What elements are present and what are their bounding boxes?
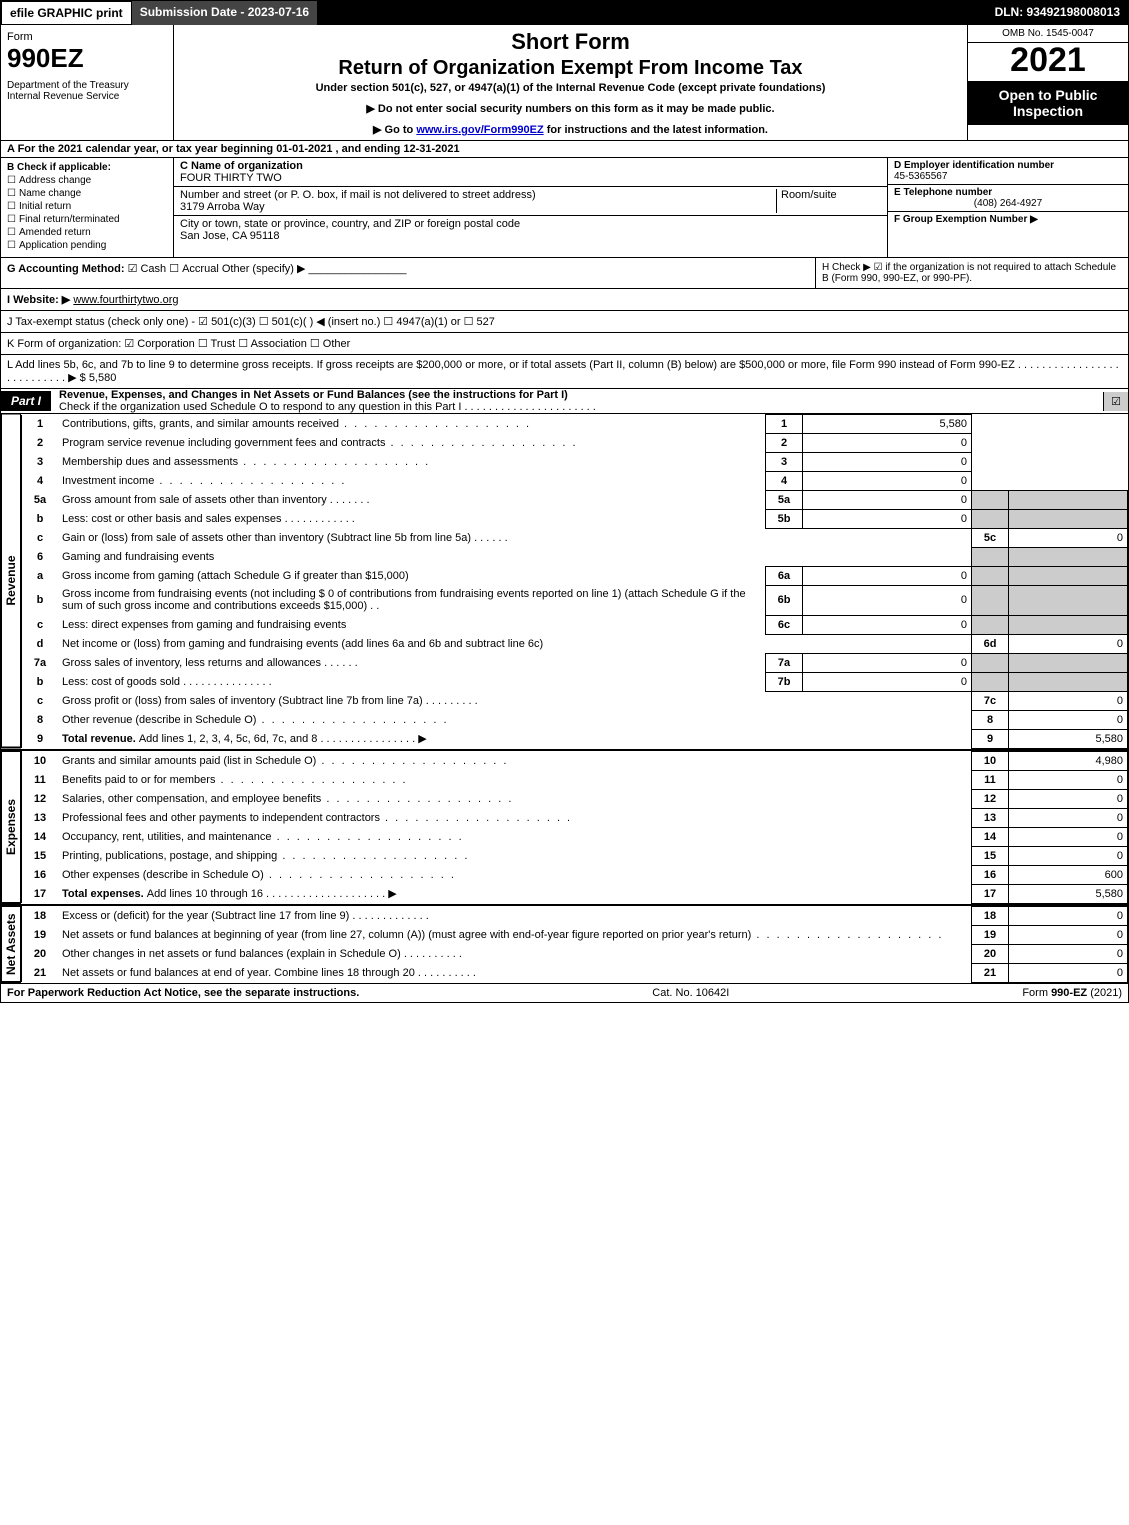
part-1-checkbox[interactable]: ☑: [1103, 392, 1128, 411]
tax-year: 2021: [968, 43, 1128, 77]
group-label: F Group Exemption Number ▶: [894, 214, 1038, 225]
group-exemption: F Group Exemption Number ▶: [888, 212, 1128, 227]
check-initial-return[interactable]: Initial return: [7, 201, 167, 212]
city-label: City or town, state or province, country…: [180, 218, 520, 230]
netassets-vert-label: Net Assets: [1, 906, 21, 983]
note-goto-suffix: for instructions and the latest informat…: [544, 124, 768, 136]
part-1-check-note: Check if the organization used Schedule …: [59, 401, 461, 413]
sections-d-e-f: D Employer identification number 45-5365…: [887, 158, 1128, 257]
section-a: A For the 2021 calendar year, or tax yea…: [1, 141, 1128, 158]
phone-value: (408) 264-4927: [894, 198, 1122, 209]
g-label: G Accounting Method:: [7, 263, 125, 275]
section-j: J Tax-exempt status (check only one) - ☑…: [1, 311, 1128, 333]
irs-link[interactable]: www.irs.gov/Form990EZ: [416, 124, 543, 136]
section-c: C Name of organization FOUR THIRTY TWO N…: [174, 158, 887, 257]
city-value: San Jose, CA 95118: [180, 230, 279, 242]
sections-g-h: G Accounting Method: Cash Accrual Other …: [1, 258, 1128, 289]
netassets-table: 18Excess or (deficit) for the year (Subt…: [21, 906, 1128, 983]
form-header: Form 990EZ Department of the Treasury In…: [1, 25, 1128, 141]
phone-block: E Telephone number (408) 264-4927: [888, 185, 1128, 212]
title-return: Return of Organization Exempt From Incom…: [178, 57, 963, 80]
header-left: Form 990EZ Department of the Treasury In…: [1, 25, 174, 140]
addr-block: Number and street (or P. O. box, if mail…: [174, 187, 887, 216]
part-1-header: Part I Revenue, Expenses, and Changes in…: [1, 389, 1128, 414]
check-address-change[interactable]: Address change: [7, 175, 167, 186]
efile-print-button[interactable]: efile GRAPHIC print: [1, 1, 132, 25]
ein-label: D Employer identification number: [894, 160, 1054, 171]
expenses-vert-label: Expenses: [1, 751, 21, 904]
section-i: I Website: ▶ www.fourthirtytwo.org: [1, 289, 1128, 311]
dln: DLN: 93492198008013: [987, 1, 1128, 25]
page-footer: For Paperwork Reduction Act Notice, see …: [1, 983, 1128, 1002]
footer-form-ref: Form 990-EZ (2021): [1022, 987, 1122, 999]
header-center: Short Form Return of Organization Exempt…: [174, 25, 967, 140]
g-cash[interactable]: Cash: [128, 263, 167, 275]
note-goto-prefix: ▶ Go to: [373, 124, 416, 136]
submission-date: Submission Date - 2023-07-16: [132, 1, 317, 25]
ein-block: D Employer identification number 45-5365…: [888, 158, 1128, 185]
org-name-block: C Name of organization FOUR THIRTY TWO: [174, 158, 887, 187]
header-right: OMB No. 1545-0047 2021 Open to Public In…: [967, 25, 1128, 140]
ein-value: 45-5365567: [894, 171, 947, 182]
revenue-vert-label: Revenue: [1, 414, 21, 749]
website-value[interactable]: www.fourthirtytwo.org: [73, 294, 178, 306]
section-l: L Add lines 5b, 6c, and 7b to line 9 to …: [1, 355, 1128, 389]
g-other[interactable]: Other (specify) ▶: [222, 263, 306, 275]
org-name-label: C Name of organization: [180, 160, 303, 172]
open-to-public: Open to Public Inspection: [968, 81, 1128, 125]
note-goto: ▶ Go to www.irs.gov/Form990EZ for instru…: [178, 123, 963, 136]
form-label: Form: [7, 31, 167, 43]
check-amended-return[interactable]: Amended return: [7, 227, 167, 238]
footer-cat-no: Cat. No. 10642I: [652, 987, 729, 999]
revenue-table: 1Contributions, gifts, grants, and simil…: [21, 414, 1128, 749]
part-1-badge: Part I: [1, 391, 51, 411]
department-label: Department of the Treasury Internal Reve…: [7, 80, 167, 102]
check-final-return[interactable]: Final return/terminated: [7, 214, 167, 225]
top-bar-spacer: [317, 1, 986, 25]
room-suite: Room/suite: [776, 189, 881, 213]
addr-value: 3179 Arroba Way: [180, 201, 265, 213]
city-block: City or town, state or province, country…: [174, 216, 887, 244]
expenses-section: Expenses 10Grants and similar amounts pa…: [1, 749, 1128, 904]
revenue-section: Revenue 1Contributions, gifts, grants, a…: [1, 414, 1128, 749]
addr-label: Number and street (or P. O. box, if mail…: [180, 189, 536, 201]
section-k: K Form of organization: ☑ Corporation ☐ …: [1, 333, 1128, 355]
section-g: G Accounting Method: Cash Accrual Other …: [1, 258, 815, 288]
website-label: I Website: ▶: [7, 294, 70, 306]
check-application-pending[interactable]: Application pending: [7, 240, 167, 251]
part-1-title: Revenue, Expenses, and Changes in Net As…: [59, 389, 1103, 413]
section-h: H Check ▶ ☑ if the organization is not r…: [815, 258, 1128, 288]
title-short-form: Short Form: [178, 29, 963, 55]
section-b: B Check if applicable: Address change Na…: [1, 158, 174, 257]
phone-label: E Telephone number: [894, 187, 992, 198]
sections-b-through-f: B Check if applicable: Address change Na…: [1, 158, 1128, 258]
section-b-title: B Check if applicable:: [7, 162, 167, 173]
footer-paperwork: For Paperwork Reduction Act Notice, see …: [7, 987, 359, 999]
expenses-table: 10Grants and similar amounts paid (list …: [21, 751, 1128, 904]
check-name-change[interactable]: Name change: [7, 188, 167, 199]
form-number: 990EZ: [7, 43, 167, 74]
g-accrual[interactable]: Accrual: [169, 263, 219, 275]
note-ssn: ▶ Do not enter social security numbers o…: [178, 102, 963, 115]
netassets-section: Net Assets 18Excess or (deficit) for the…: [1, 904, 1128, 983]
title-subtext: Under section 501(c), 527, or 4947(a)(1)…: [178, 82, 963, 94]
top-bar: efile GRAPHIC print Submission Date - 20…: [1, 1, 1128, 25]
org-name: FOUR THIRTY TWO: [180, 172, 282, 184]
form-990ez-page: efile GRAPHIC print Submission Date - 20…: [0, 0, 1129, 1003]
